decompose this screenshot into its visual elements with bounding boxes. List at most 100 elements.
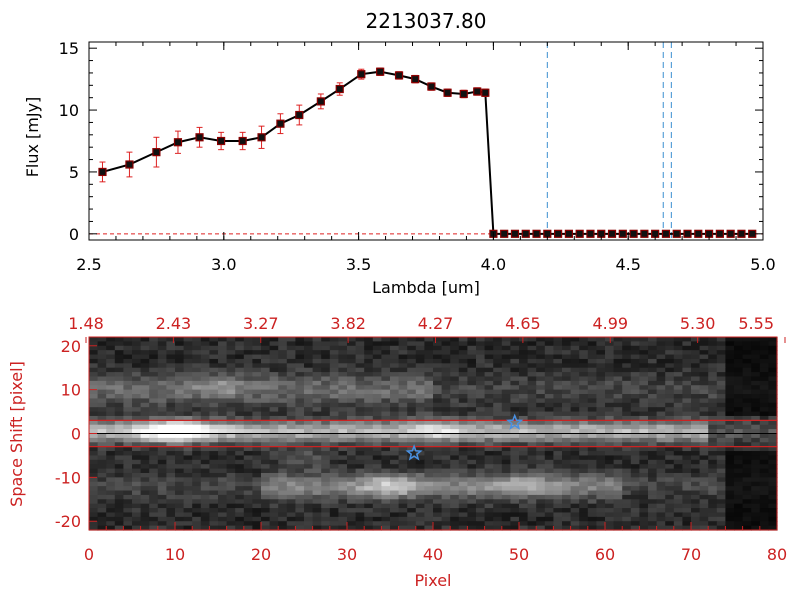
heatmap-cell [527,424,537,430]
heatmap-cell [175,363,185,369]
heatmap-cell [536,363,546,369]
heatmap-cell [570,516,580,522]
heatmap-cell [587,437,597,443]
heatmap-cell [768,494,778,500]
heatmap-cell [493,437,503,443]
heatmap-cell [682,341,692,347]
heatmap-cell [484,407,494,413]
heatmap-cell [149,455,159,461]
heatmap-cell [123,429,133,435]
heatmap-cell [209,490,219,496]
heatmap-cell [321,516,331,522]
heatmap-cell [476,494,486,500]
heatmap-cell [106,512,116,518]
heatmap-cell [243,345,253,351]
heatmap-cell [364,525,374,531]
heatmap-cell [682,394,692,400]
heatmap-cell [304,385,314,391]
heatmap-cell [613,459,623,465]
heatmap-cell [261,455,271,461]
heatmap-cell [622,345,632,351]
heatmap-cell [390,402,400,408]
heatmap-cell [304,389,314,395]
heatmap-cell [321,521,331,527]
heatmap-cell [673,442,683,448]
heatmap-cell [278,477,288,483]
heatmap-cell [415,446,425,452]
heatmap-cell [742,437,752,443]
heatmap-cell [613,380,623,386]
heatmap-cell [562,468,572,474]
heatmap-cell [665,354,675,360]
heatmap-cell [596,481,606,487]
heatmap-cell [321,508,331,514]
heatmap-cell [347,415,357,421]
heatmap-cell [329,490,339,496]
heatmap-cell [295,437,305,443]
heatmap-cell [527,389,537,395]
heatmap-cell [596,363,606,369]
heatmap-cell [157,499,167,505]
heatmap-cell [527,451,537,457]
heatmap-cell [106,503,116,509]
heatmap-cell [312,424,322,430]
heatmap-cell [493,459,503,465]
heatmap-cell [613,464,623,470]
heatmap-cell [269,350,279,356]
heatmap-cell [235,442,245,448]
heatmap-cell [114,481,124,487]
heatmap-cell [123,455,133,461]
heatmap-cell [742,420,752,426]
heatmap-cell [157,477,167,483]
heatmap-cell [622,486,632,492]
heatmap-cell [252,389,262,395]
heatmap-cell [97,464,107,470]
heatmap-cell [304,459,314,465]
heatmap-cell [424,420,434,426]
heatmap-cell [570,337,580,342]
heatmap-cell [243,389,253,395]
heatmap-cell [639,499,649,505]
heatmap-cell [441,337,451,342]
heatmap-cell [175,380,185,386]
heatmap-cell [673,389,683,395]
heatmap-cell [510,389,520,395]
heatmap-cell [321,481,331,487]
heatmap-cell [648,508,658,514]
heatmap-cell [278,503,288,509]
heatmap-cell [364,472,374,478]
heatmap-cell [759,398,769,404]
heatmap-cell [338,372,348,378]
heatmap-cell [209,402,219,408]
heatmap-cell [157,464,167,470]
flux-data-point [195,133,204,142]
heatmap-cell [484,481,494,487]
heatmap-cell [424,345,434,351]
flux-data-point [481,88,490,97]
heatmap-cell [321,354,331,360]
heatmap-cell [691,394,701,400]
heatmap-cell [725,394,735,400]
shift-tick-label: 0 [71,425,81,444]
heatmap-cell [304,433,314,439]
heatmap-cell [734,455,744,461]
heatmap-cell [553,363,563,369]
heatmap-cell [527,525,537,531]
heatmap-cell [209,363,219,369]
heatmap-cell [312,415,322,421]
heatmap-cell [467,354,477,360]
heatmap-cell [725,420,735,426]
heatmap-cell [759,455,769,461]
heatmap-cell [192,472,202,478]
heatmap-cell [544,494,554,500]
heatmap-cell [347,464,357,470]
heatmap-cell [682,398,692,404]
heatmap-cell [355,429,365,435]
heatmap-cell [243,477,253,483]
heatmap-cell [716,407,726,413]
heatmap-cell [218,446,228,452]
heatmap-cell [321,411,331,417]
heatmap-cell [407,521,417,527]
heatmap-cell [381,525,391,531]
heatmap-cell [587,468,597,474]
